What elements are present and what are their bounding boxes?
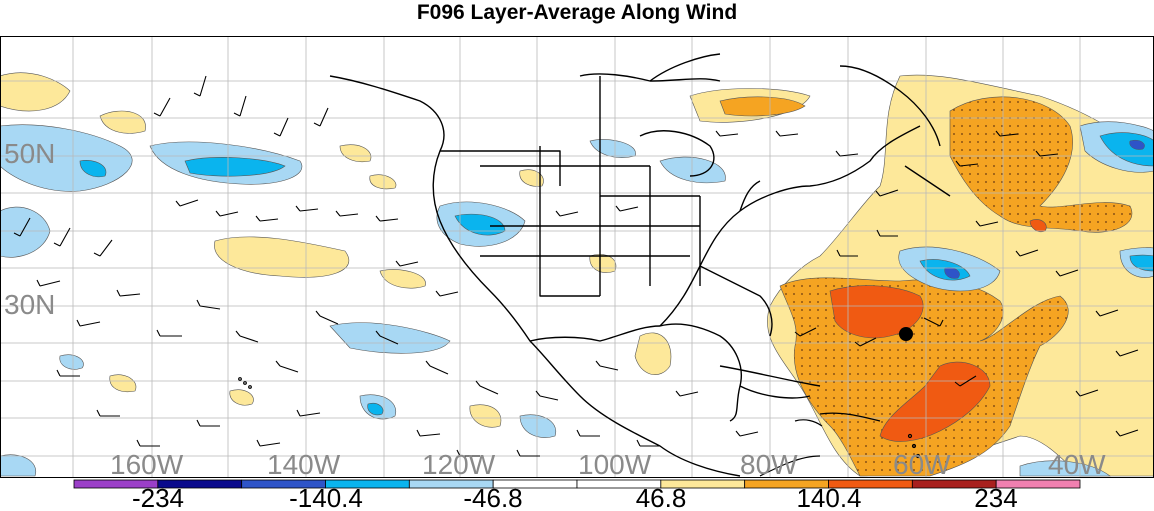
lon-label-160w: 160W [110,449,184,478]
colorbar-label-46: 46.8 [636,483,687,511]
map-title: F096 Layer-Average Along Wind [416,1,738,24]
colorbar-tick-labels: -234 -140.4 -46.8 46.8 140.4 234 [132,483,1018,511]
shading-layer [0,72,1154,477]
colorbar-label-neg234: -234 [132,483,184,511]
colorbar: -234 -140.4 -46.8 46.8 140.4 234 [73,479,1081,511]
colorbar-box [995,479,1081,489]
lon-label-80w: 80W [740,449,798,478]
lon-label-120w: 120W [422,449,496,478]
map-panel: 50N 30N 160W 140W 120W 100W 80W 60W 40W [0,36,1154,478]
storm-center-marker [899,327,913,341]
wind-map: 50N 30N 160W 140W 120W 100W 80W 60W 40W [0,36,1154,478]
lat-label-50n: 50N [4,138,55,169]
lat-labels: 50N 30N [4,138,55,320]
lon-label-140w: 140W [267,449,341,478]
coastlines [329,53,951,477]
lat-lon-grid [0,36,1154,478]
lon-label-40w: 40W [1048,449,1106,478]
lon-label-100w: 100W [578,449,652,478]
colorbar-boxes [73,479,1081,489]
colorbar-label-234: 234 [974,483,1017,511]
colorbar-label-140: 140.4 [796,483,861,511]
lon-labels: 160W 140W 120W 100W 80W 60W 40W [110,449,1106,478]
wind-barbs [13,75,1139,457]
lon-label-60w: 60W [893,449,951,478]
islands [238,377,921,477]
lat-label-30n: 30N [4,289,55,320]
colorbar-label-neg140: -140.4 [289,483,363,511]
colorbar-label-neg46: -46.8 [463,483,522,511]
